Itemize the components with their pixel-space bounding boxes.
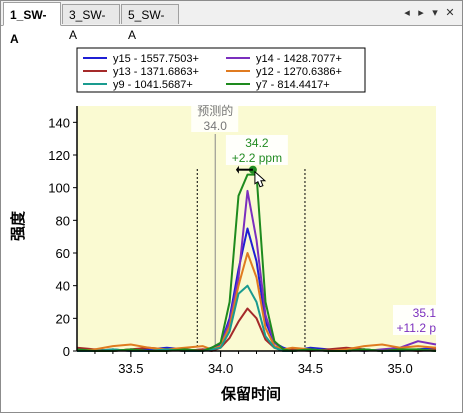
predicted-label-box (191, 102, 239, 132)
tab-close-icon[interactable]: ✕ (445, 7, 455, 19)
y-tick-label: 120 (48, 148, 70, 163)
peak-rt-label: 34.2 (245, 136, 269, 150)
y-tick-label: 140 (48, 115, 70, 130)
x-tick-label: 34.0 (208, 361, 233, 376)
legend-item-label: y12 - 1270.6386+ (256, 66, 342, 78)
x-axis-label: 保留时间 (220, 385, 281, 403)
y-tick-label: 0 (63, 344, 70, 359)
y-axis-label: 强度 (9, 210, 27, 241)
y-tick-label: 100 (48, 181, 70, 196)
peak-annotation-box (225, 135, 288, 165)
y-tick-label: 20 (56, 311, 70, 326)
peak-arrow-icon (235, 165, 239, 174)
legend-item-label: y15 - 1557.7503+ (113, 53, 199, 65)
legend-item-label: y7 - 814.4417+ (256, 79, 330, 91)
legend-box (76, 47, 366, 93)
x-tick-label: 33.5 (118, 361, 143, 376)
tab-next-icon[interactable]: ▸ (418, 7, 424, 19)
edge-ppm-label: +11.2 p (397, 321, 437, 335)
peak-ppm-label: +2.2 ppm (232, 151, 282, 165)
y-tick-label: 40 (56, 279, 70, 294)
tab-3-sw-a[interactable]: 3_SW-A (62, 4, 120, 42)
predicted-label: 预测的 (197, 103, 233, 118)
edge-annotation-box (393, 305, 437, 335)
tab-bar: 1_SW-A 3_SW-A 5_SW-A ◂ ▸ ▾ ✕ (1, 1, 462, 46)
y-tick-label: 60 (56, 246, 70, 261)
edge-rt-label: 35.1 (413, 306, 437, 320)
tab-menu-icon[interactable]: ▾ (432, 7, 438, 19)
x-tick-label: 34.5 (298, 361, 323, 376)
chart-area[interactable]: 0 20 40 60 80 100 120 140 33.5 34.0 34.5 35.0 预测的 34… (1, 26, 462, 412)
tab-1-sw-a[interactable]: 1_SW-A (3, 2, 61, 46)
series-line-y12 (76, 252, 437, 352)
legend-item-label: y14 - 1428.7077+ (256, 53, 342, 65)
legend-item-label: y13 - 1371.6863+ (113, 66, 199, 78)
predicted-value-label: 34.0 (204, 119, 228, 133)
y-tick-label: 80 (56, 213, 70, 228)
x-tick-label: 35.0 (387, 361, 412, 376)
legend-item-label: y9 - 1041.5687+ (113, 79, 193, 91)
tab-prev-icon[interactable]: ◂ (404, 7, 410, 19)
tab-5-sw-a[interactable]: 5_SW-A (121, 4, 179, 42)
hand-cursor-icon (254, 170, 267, 188)
